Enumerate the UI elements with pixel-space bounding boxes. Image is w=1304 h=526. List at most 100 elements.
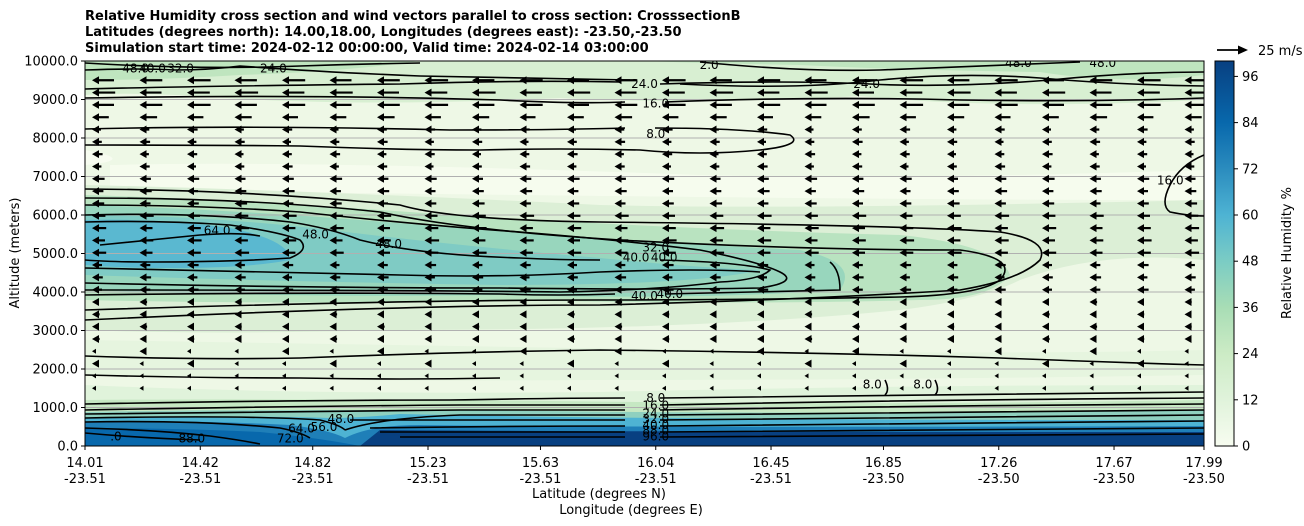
wind-arrow xyxy=(852,373,856,379)
wind-arrow xyxy=(709,162,720,171)
wind-arrow xyxy=(92,285,102,294)
wind-arrow xyxy=(899,310,907,319)
contour-label: 64.0 xyxy=(288,422,315,436)
wind-arrow xyxy=(947,348,951,354)
wind-arrow xyxy=(614,273,627,282)
wind-arrow xyxy=(234,137,245,146)
wind-arrow xyxy=(424,174,437,183)
x-tick-label-lat: 16.85 xyxy=(865,456,902,471)
wind-arrow xyxy=(139,100,163,109)
wind-arrow xyxy=(899,273,910,282)
wind-arrow xyxy=(567,359,574,368)
wind-arrow xyxy=(519,236,534,245)
wind-arrow xyxy=(947,322,955,331)
wind-arrow xyxy=(377,224,390,233)
wind-arrow xyxy=(377,199,388,208)
contour-label: 32.0 xyxy=(642,241,669,255)
wind-arrow xyxy=(1089,211,1104,220)
wind-arrow xyxy=(947,199,960,208)
wind-arrow xyxy=(994,385,999,391)
wind-arrow xyxy=(852,261,863,270)
contour-label: 8.0 xyxy=(646,391,665,405)
wind-arrow xyxy=(187,224,201,233)
wind-arrow xyxy=(1137,162,1146,171)
wind-arrow xyxy=(1137,88,1160,97)
wind-arrow xyxy=(377,113,395,122)
wind-arrow xyxy=(1089,373,1094,379)
wind-arrow xyxy=(852,334,859,343)
wind-arrow xyxy=(852,211,867,220)
wind-arrow xyxy=(757,174,769,183)
wind-arrow xyxy=(614,373,619,379)
wind-arrow xyxy=(519,347,527,356)
wind-arrow xyxy=(282,347,289,356)
wind-arrow xyxy=(139,224,153,233)
wind-arrow xyxy=(947,261,958,270)
wind-arrow xyxy=(567,113,584,122)
wind-arrow xyxy=(424,298,432,307)
wind-arrow xyxy=(139,373,144,379)
colorbar-ticks: 0 12 24 36 48 60 72 84 96 xyxy=(1234,70,1259,455)
wind-arrow xyxy=(662,236,677,245)
wind-arrow xyxy=(92,199,105,208)
wind-arrow xyxy=(472,88,496,97)
wind-arrow xyxy=(662,373,666,379)
wind-arrow xyxy=(947,137,958,146)
wind-arrow xyxy=(1137,285,1149,294)
wind-arrow xyxy=(709,187,722,196)
wind-arrow xyxy=(187,162,196,171)
wind-arrow xyxy=(472,137,483,146)
wind-arrow xyxy=(614,187,627,196)
contour-label: 40.0 xyxy=(623,250,650,264)
wind-arrow xyxy=(139,76,163,85)
wind-arrow xyxy=(139,322,148,331)
wind-arrow xyxy=(92,261,102,270)
x-tick-label-lon: -23.50 xyxy=(978,472,1020,487)
wind-arrow xyxy=(187,298,194,307)
wind-arrow xyxy=(329,359,337,368)
wind-arrow xyxy=(519,322,527,331)
wind-arrow xyxy=(472,211,486,220)
wind-arrow xyxy=(757,199,769,208)
contour-label: 48.0 xyxy=(375,237,402,251)
wind-arrow xyxy=(187,373,191,379)
wind-arrow xyxy=(1042,150,1053,159)
wind-arrow xyxy=(1042,310,1050,319)
y-tick-label: 7000.0 xyxy=(33,170,79,185)
wind-arrow xyxy=(994,261,1006,270)
wind-arrow xyxy=(92,373,96,379)
wind-arrow xyxy=(472,322,480,331)
wind-arrow xyxy=(187,211,200,220)
wind-arrow xyxy=(1089,162,1100,171)
contour-label: 16.0 xyxy=(1157,173,1184,187)
wind-arrow xyxy=(567,373,571,379)
x-tick-label-lat: 17.67 xyxy=(1095,456,1132,471)
wind-arrow xyxy=(234,334,242,343)
wind-arrow xyxy=(567,385,571,391)
wind-arrow xyxy=(804,113,822,122)
wind-arrow xyxy=(377,347,384,356)
wind-arrow xyxy=(377,261,388,270)
wind-arrow xyxy=(1137,100,1161,109)
wind-arrow xyxy=(567,261,577,270)
wind-arrow xyxy=(1184,162,1195,171)
x-tick-label-lat: 15.63 xyxy=(522,456,559,471)
wind-arrow xyxy=(519,137,529,146)
wind-arrow xyxy=(1089,322,1098,331)
wind-arrow xyxy=(1042,199,1055,208)
wind-arrow xyxy=(994,211,1010,220)
wind-arrow xyxy=(567,248,582,257)
wind-arrow xyxy=(899,125,911,134)
wind-arrow xyxy=(757,100,781,109)
wind-arrow xyxy=(1184,174,1196,183)
wind-arrow xyxy=(1184,211,1199,220)
wind-arrow xyxy=(994,224,1008,233)
wind-arrow xyxy=(1042,125,1051,134)
contour-label: 48.0 xyxy=(1005,56,1032,70)
colorbar-tick-label: 48 xyxy=(1242,255,1259,270)
wind-arrow xyxy=(329,298,337,307)
wind-arrow xyxy=(1137,334,1145,343)
wind-arrow xyxy=(947,248,962,257)
wind-arrow xyxy=(614,285,626,294)
wind-arrow xyxy=(1137,174,1150,183)
